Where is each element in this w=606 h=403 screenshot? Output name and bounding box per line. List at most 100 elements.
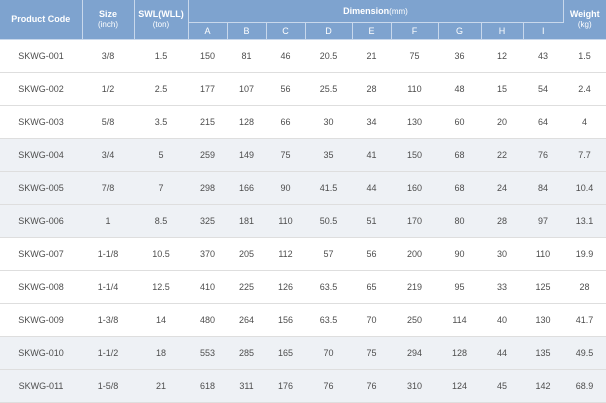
cell-product-code: SKWG-003 (0, 106, 82, 139)
cell-dim-f: 200 (391, 238, 438, 271)
cell-swl: 3.5 (134, 106, 188, 139)
cell-product-code: SKWG-007 (0, 238, 82, 271)
cell-weight: 28 (563, 271, 606, 304)
cell-dim-f: 160 (391, 172, 438, 205)
cell-dim-a: 553 (188, 337, 227, 370)
cell-dim-h: 22 (481, 139, 523, 172)
cell-dim-b: 107 (227, 73, 266, 106)
cell-dim-e: 44 (352, 172, 391, 205)
cell-dim-c: 56 (266, 73, 305, 106)
cell-dim-g: 80 (438, 205, 481, 238)
cell-dim-g: 60 (438, 106, 481, 139)
cell-dim-h: 33 (481, 271, 523, 304)
cell-dim-g: 36 (438, 40, 481, 73)
cell-weight: 1.5 (563, 40, 606, 73)
cell-dim-i: 43 (523, 40, 563, 73)
cell-dim-d: 70 (305, 337, 352, 370)
table-row: SKWG-002 1/2 2.5 177 107 56 25.5 28 110 … (0, 73, 606, 106)
cell-dim-c: 112 (266, 238, 305, 271)
cell-dim-i: 130 (523, 304, 563, 337)
cell-dim-h: 44 (481, 337, 523, 370)
cell-dim-f: 219 (391, 271, 438, 304)
cell-dim-a: 618 (188, 370, 227, 403)
cell-dim-i: 135 (523, 337, 563, 370)
cell-swl: 1.5 (134, 40, 188, 73)
cell-weight: 41.7 (563, 304, 606, 337)
cell-dim-e: 56 (352, 238, 391, 271)
cell-dim-b: 149 (227, 139, 266, 172)
table-row: SKWG-007 1-1/8 10.5 370 205 112 57 56 20… (0, 238, 606, 271)
cell-dim-d: 30 (305, 106, 352, 139)
cell-product-code: SKWG-005 (0, 172, 82, 205)
cell-dim-d: 63.5 (305, 304, 352, 337)
cell-dim-f: 170 (391, 205, 438, 238)
table-row: SKWG-003 5/8 3.5 215 128 66 30 34 130 60… (0, 106, 606, 139)
cell-dim-f: 150 (391, 139, 438, 172)
cell-weight: 2.4 (563, 73, 606, 106)
cell-dim-g: 68 (438, 139, 481, 172)
cell-size: 1-5/8 (82, 370, 134, 403)
table-row: SKWG-006 1 8.5 325 181 110 50.5 51 170 8… (0, 205, 606, 238)
cell-dim-e: 65 (352, 271, 391, 304)
cell-dim-i: 64 (523, 106, 563, 139)
header-dimension-unit: (mm) (389, 7, 408, 16)
header-size-label: Size (99, 9, 117, 19)
cell-size: 5/8 (82, 106, 134, 139)
table-row: SKWG-004 3/4 5 259 149 75 35 41 150 68 2… (0, 139, 606, 172)
cell-weight: 13.1 (563, 205, 606, 238)
header-size-unit: (inch) (83, 20, 134, 30)
cell-dim-f: 294 (391, 337, 438, 370)
cell-dim-e: 28 (352, 73, 391, 106)
cell-dim-a: 150 (188, 40, 227, 73)
cell-dim-d: 57 (305, 238, 352, 271)
cell-dim-c: 156 (266, 304, 305, 337)
cell-size: 1-1/2 (82, 337, 134, 370)
table-row: SKWG-005 7/8 7 298 166 90 41.5 44 160 68… (0, 172, 606, 205)
cell-product-code: SKWG-008 (0, 271, 82, 304)
cell-dim-e: 70 (352, 304, 391, 337)
table-body: SKWG-001 3/8 1.5 150 81 46 20.5 21 75 36… (0, 40, 606, 403)
cell-weight: 10.4 (563, 172, 606, 205)
cell-dim-d: 35 (305, 139, 352, 172)
cell-dim-f: 130 (391, 106, 438, 139)
header-swl-label: SWL(WLL) (138, 9, 183, 19)
cell-dim-g: 128 (438, 337, 481, 370)
header-swl: SWL(WLL) (ton) (134, 0, 188, 40)
header-dim-c: C (266, 23, 305, 40)
cell-dim-d: 63.5 (305, 271, 352, 304)
header-product-code: Product Code (0, 0, 82, 40)
cell-swl: 7 (134, 172, 188, 205)
cell-weight: 68.9 (563, 370, 606, 403)
cell-dim-i: 84 (523, 172, 563, 205)
cell-size: 1/2 (82, 73, 134, 106)
cell-dim-g: 95 (438, 271, 481, 304)
cell-dim-h: 30 (481, 238, 523, 271)
cell-dim-c: 75 (266, 139, 305, 172)
cell-size: 7/8 (82, 172, 134, 205)
cell-dim-h: 24 (481, 172, 523, 205)
cell-product-code: SKWG-009 (0, 304, 82, 337)
cell-dim-h: 28 (481, 205, 523, 238)
cell-dim-b: 264 (227, 304, 266, 337)
cell-dim-g: 114 (438, 304, 481, 337)
table-row: SKWG-001 3/8 1.5 150 81 46 20.5 21 75 36… (0, 40, 606, 73)
cell-dim-e: 41 (352, 139, 391, 172)
cell-dim-c: 176 (266, 370, 305, 403)
cell-size: 3/4 (82, 139, 134, 172)
cell-swl: 8.5 (134, 205, 188, 238)
cell-dim-c: 165 (266, 337, 305, 370)
cell-size: 3/8 (82, 40, 134, 73)
cell-dim-e: 76 (352, 370, 391, 403)
cell-dim-c: 66 (266, 106, 305, 139)
cell-dim-b: 205 (227, 238, 266, 271)
cell-dim-f: 310 (391, 370, 438, 403)
cell-dim-c: 90 (266, 172, 305, 205)
cell-swl: 21 (134, 370, 188, 403)
cell-dim-g: 124 (438, 370, 481, 403)
cell-dim-a: 215 (188, 106, 227, 139)
cell-dim-a: 259 (188, 139, 227, 172)
cell-size: 1-1/4 (82, 271, 134, 304)
cell-swl: 5 (134, 139, 188, 172)
